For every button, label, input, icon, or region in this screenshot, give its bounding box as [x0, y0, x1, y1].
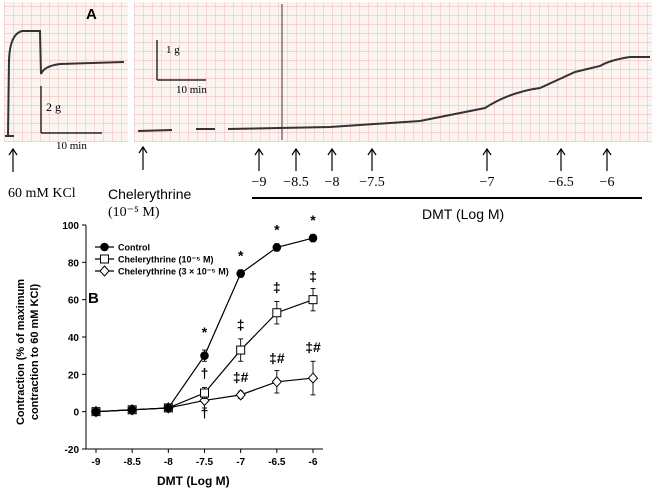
x-tick-label: -9 — [92, 457, 101, 468]
panel-b-label: B — [88, 290, 99, 307]
arrow-chelerythrine — [138, 145, 148, 170]
dose-label-6: −6 — [599, 175, 615, 190]
significance-mark: ‡# — [233, 369, 249, 385]
y-tick-label: 60 — [68, 296, 80, 307]
dose-label-1: −8.5 — [283, 175, 309, 190]
y-tick-label: 0 — [73, 408, 79, 419]
significance-mark: ‡ — [273, 279, 281, 295]
dmt-axis-line — [252, 197, 642, 199]
arrow-dose-2 — [327, 147, 337, 171]
data-point — [272, 308, 282, 318]
arrow-kcl — [8, 147, 18, 172]
y-tick-label: 100 — [62, 221, 79, 232]
legend-marker — [100, 242, 109, 252]
y-tick-label: 80 — [68, 258, 80, 269]
arrow-dose-6 — [602, 147, 612, 171]
tracings — [5, 4, 650, 140]
data-point — [236, 269, 245, 278]
dose-label-4: −7 — [479, 175, 495, 190]
data-point — [271, 376, 283, 388]
data-point — [307, 372, 319, 384]
data-point — [236, 345, 246, 355]
data-point — [200, 388, 209, 398]
significance-mark: ‡ — [237, 317, 245, 333]
arrow-dose-4 — [482, 147, 492, 171]
y-tick-label: 20 — [68, 370, 80, 381]
arrow-dose-1 — [291, 147, 301, 171]
significance-mark: ‡# — [269, 350, 285, 366]
legend-label: Chelerythrine (10⁻⁵ M) — [118, 255, 214, 265]
legend-marker — [99, 265, 110, 277]
series-0 — [91, 233, 318, 416]
scale-right-x-label: 10 min — [176, 84, 207, 96]
data-point — [308, 295, 318, 305]
legend-label: Chelerythrine (3 × 10⁻⁵ M) — [118, 267, 229, 277]
data-point — [199, 394, 210, 407]
dose-label-5: −6.5 — [548, 175, 574, 190]
x-tick-label: -8 — [164, 457, 173, 468]
scale-left-x-label: 10 min — [56, 140, 87, 152]
dose-label-3: −7.5 — [359, 175, 385, 190]
significance-mark: † — [201, 404, 209, 420]
y-tick-label: -20 — [65, 445, 80, 456]
y-axis-label: Contraction (% of maximum contraction to… — [14, 260, 42, 444]
x-axis-label: DMT (Log M) — [157, 474, 230, 488]
chelerythrine-conc-label: (10⁻⁵ M) — [108, 205, 160, 220]
data-point — [200, 351, 209, 360]
significance-mark: ‡ — [309, 268, 317, 284]
x-tick-label: -6 — [309, 457, 318, 468]
dose-arrows — [8, 145, 612, 172]
dmt-tracing — [137, 56, 650, 132]
arrow-dose-5 — [556, 147, 566, 171]
arrow-dose-3 — [367, 147, 377, 171]
significance-mark: * — [310, 212, 316, 228]
legend-label: Control — [118, 243, 150, 253]
data-point — [164, 403, 173, 413]
significance-mark: * — [238, 247, 244, 263]
significance-mark: * — [202, 324, 208, 340]
data-point — [91, 407, 101, 416]
x-tick-label: -8.5 — [124, 457, 142, 468]
y-axis-label-line1: Contraction (% of maximum — [15, 278, 27, 426]
x-tick-label: -7 — [236, 457, 245, 468]
panel-a-label: A — [86, 6, 97, 23]
tracing-panel-left — [4, 2, 128, 142]
x-tick-label: -7.5 — [196, 457, 214, 468]
chelerythrine-label: Chelerythrine — [108, 186, 192, 202]
data-point — [308, 233, 318, 243]
legend-marker — [100, 254, 109, 264]
y-tick-label: 40 — [68, 333, 80, 344]
data-point — [272, 243, 282, 252]
scale-left-y-label: 2 g — [46, 100, 61, 114]
arrow-dose-0 — [254, 147, 264, 171]
y-axis-label-line2: contraction to 60 mM KCl) — [29, 283, 41, 421]
legend: Control Chelerythrine (10⁻⁵ M) Chelerythri… — [95, 243, 229, 277]
data-point — [127, 405, 137, 415]
dose-label-0: −9 — [251, 175, 267, 190]
scale-right-y-label: 1 g — [166, 44, 180, 56]
significance-mark: ‡# — [305, 339, 321, 355]
dmt-axis-label: DMT (Log M) — [422, 206, 505, 222]
kcl-label: 60 mM KCl — [8, 186, 76, 201]
data-point — [235, 389, 246, 401]
significance-mark: † — [201, 365, 209, 381]
tracing-panel-right — [134, 2, 652, 142]
significance-mark: * — [274, 221, 280, 237]
x-tick-label: -6.5 — [268, 457, 286, 468]
dose-label-2: −8 — [324, 175, 340, 190]
kcl-tracing — [7, 30, 125, 137]
